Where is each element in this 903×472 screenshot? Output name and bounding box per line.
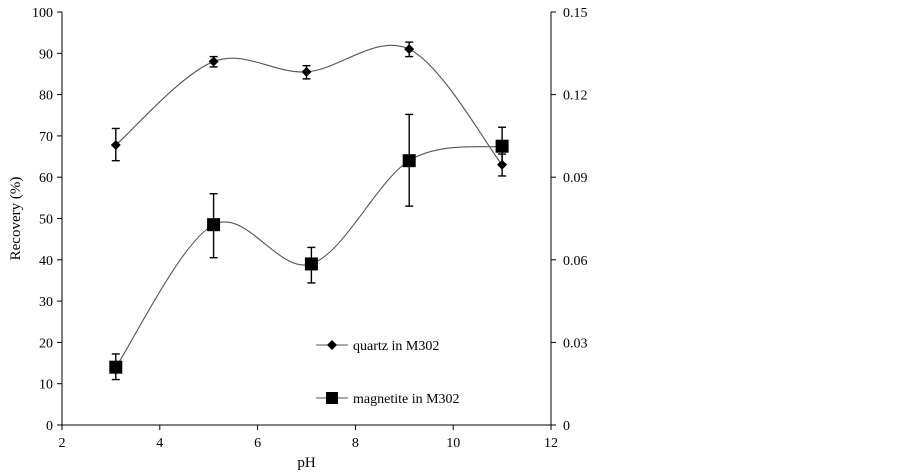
axes: 2 4 6 8 10 12 0 10 20 30 40 50 60 70 80 90 100 0 0.03 0.06 0… (32, 6, 588, 451)
data-point (304, 257, 318, 271)
data-point (402, 154, 416, 168)
legend-item-1: quartz in M302 (316, 339, 439, 354)
data-point (301, 66, 312, 77)
x-tick-label: 8 (352, 436, 359, 451)
data-point (207, 218, 221, 232)
y2-tick-label: 0.06 (563, 254, 588, 269)
data-point (208, 56, 219, 67)
series-line (115, 44, 503, 166)
y2-tick-label: 0.09 (563, 171, 588, 186)
data-point (109, 360, 123, 374)
y-axis-label: Recovery (%) (8, 177, 24, 261)
y-tick-label: 10 (39, 378, 53, 393)
legend-item-2: magnetite in M302 (316, 392, 460, 407)
series-1 (110, 41, 508, 177)
legend-label: quartz in M302 (353, 339, 439, 354)
x-axis-label: pH (297, 455, 316, 471)
data-point (495, 139, 509, 153)
y-tick-label: 20 (39, 336, 53, 351)
y-tick-label: 40 (39, 254, 53, 269)
y-tick-label: 0 (46, 419, 53, 434)
y2-tick-label: 0.03 (563, 336, 588, 351)
y-tick-label: 90 (39, 47, 53, 62)
y2-tick-label: 0.15 (563, 6, 588, 21)
y-tick-label: 100 (32, 6, 53, 21)
data-point (497, 159, 508, 170)
y2-tick-label: 0.12 (563, 89, 588, 104)
legend-label: magnetite in M302 (353, 392, 460, 407)
x-tick-label: 12 (544, 436, 558, 451)
data-point (404, 44, 415, 55)
y2-tick-label: 0 (563, 419, 570, 434)
y-tick-label: 70 (39, 130, 53, 145)
y-tick-label: 60 (39, 171, 53, 186)
series-2 (109, 113, 509, 381)
x-tick-label: 2 (59, 436, 66, 451)
y-tick-label: 50 (39, 213, 53, 228)
legend-marker (326, 392, 338, 404)
y-tick-label: 30 (39, 295, 53, 310)
x-tick-label: 10 (446, 436, 460, 451)
data-point (110, 139, 121, 150)
x-tick-label: 4 (156, 436, 163, 451)
series-layer (109, 41, 509, 381)
series-line (115, 145, 503, 368)
legend-marker (327, 340, 337, 350)
y-tick-label: 80 (39, 89, 53, 104)
x-tick-label: 6 (254, 436, 261, 451)
legend: quartz in M302 magnetite in M302 (316, 339, 460, 407)
